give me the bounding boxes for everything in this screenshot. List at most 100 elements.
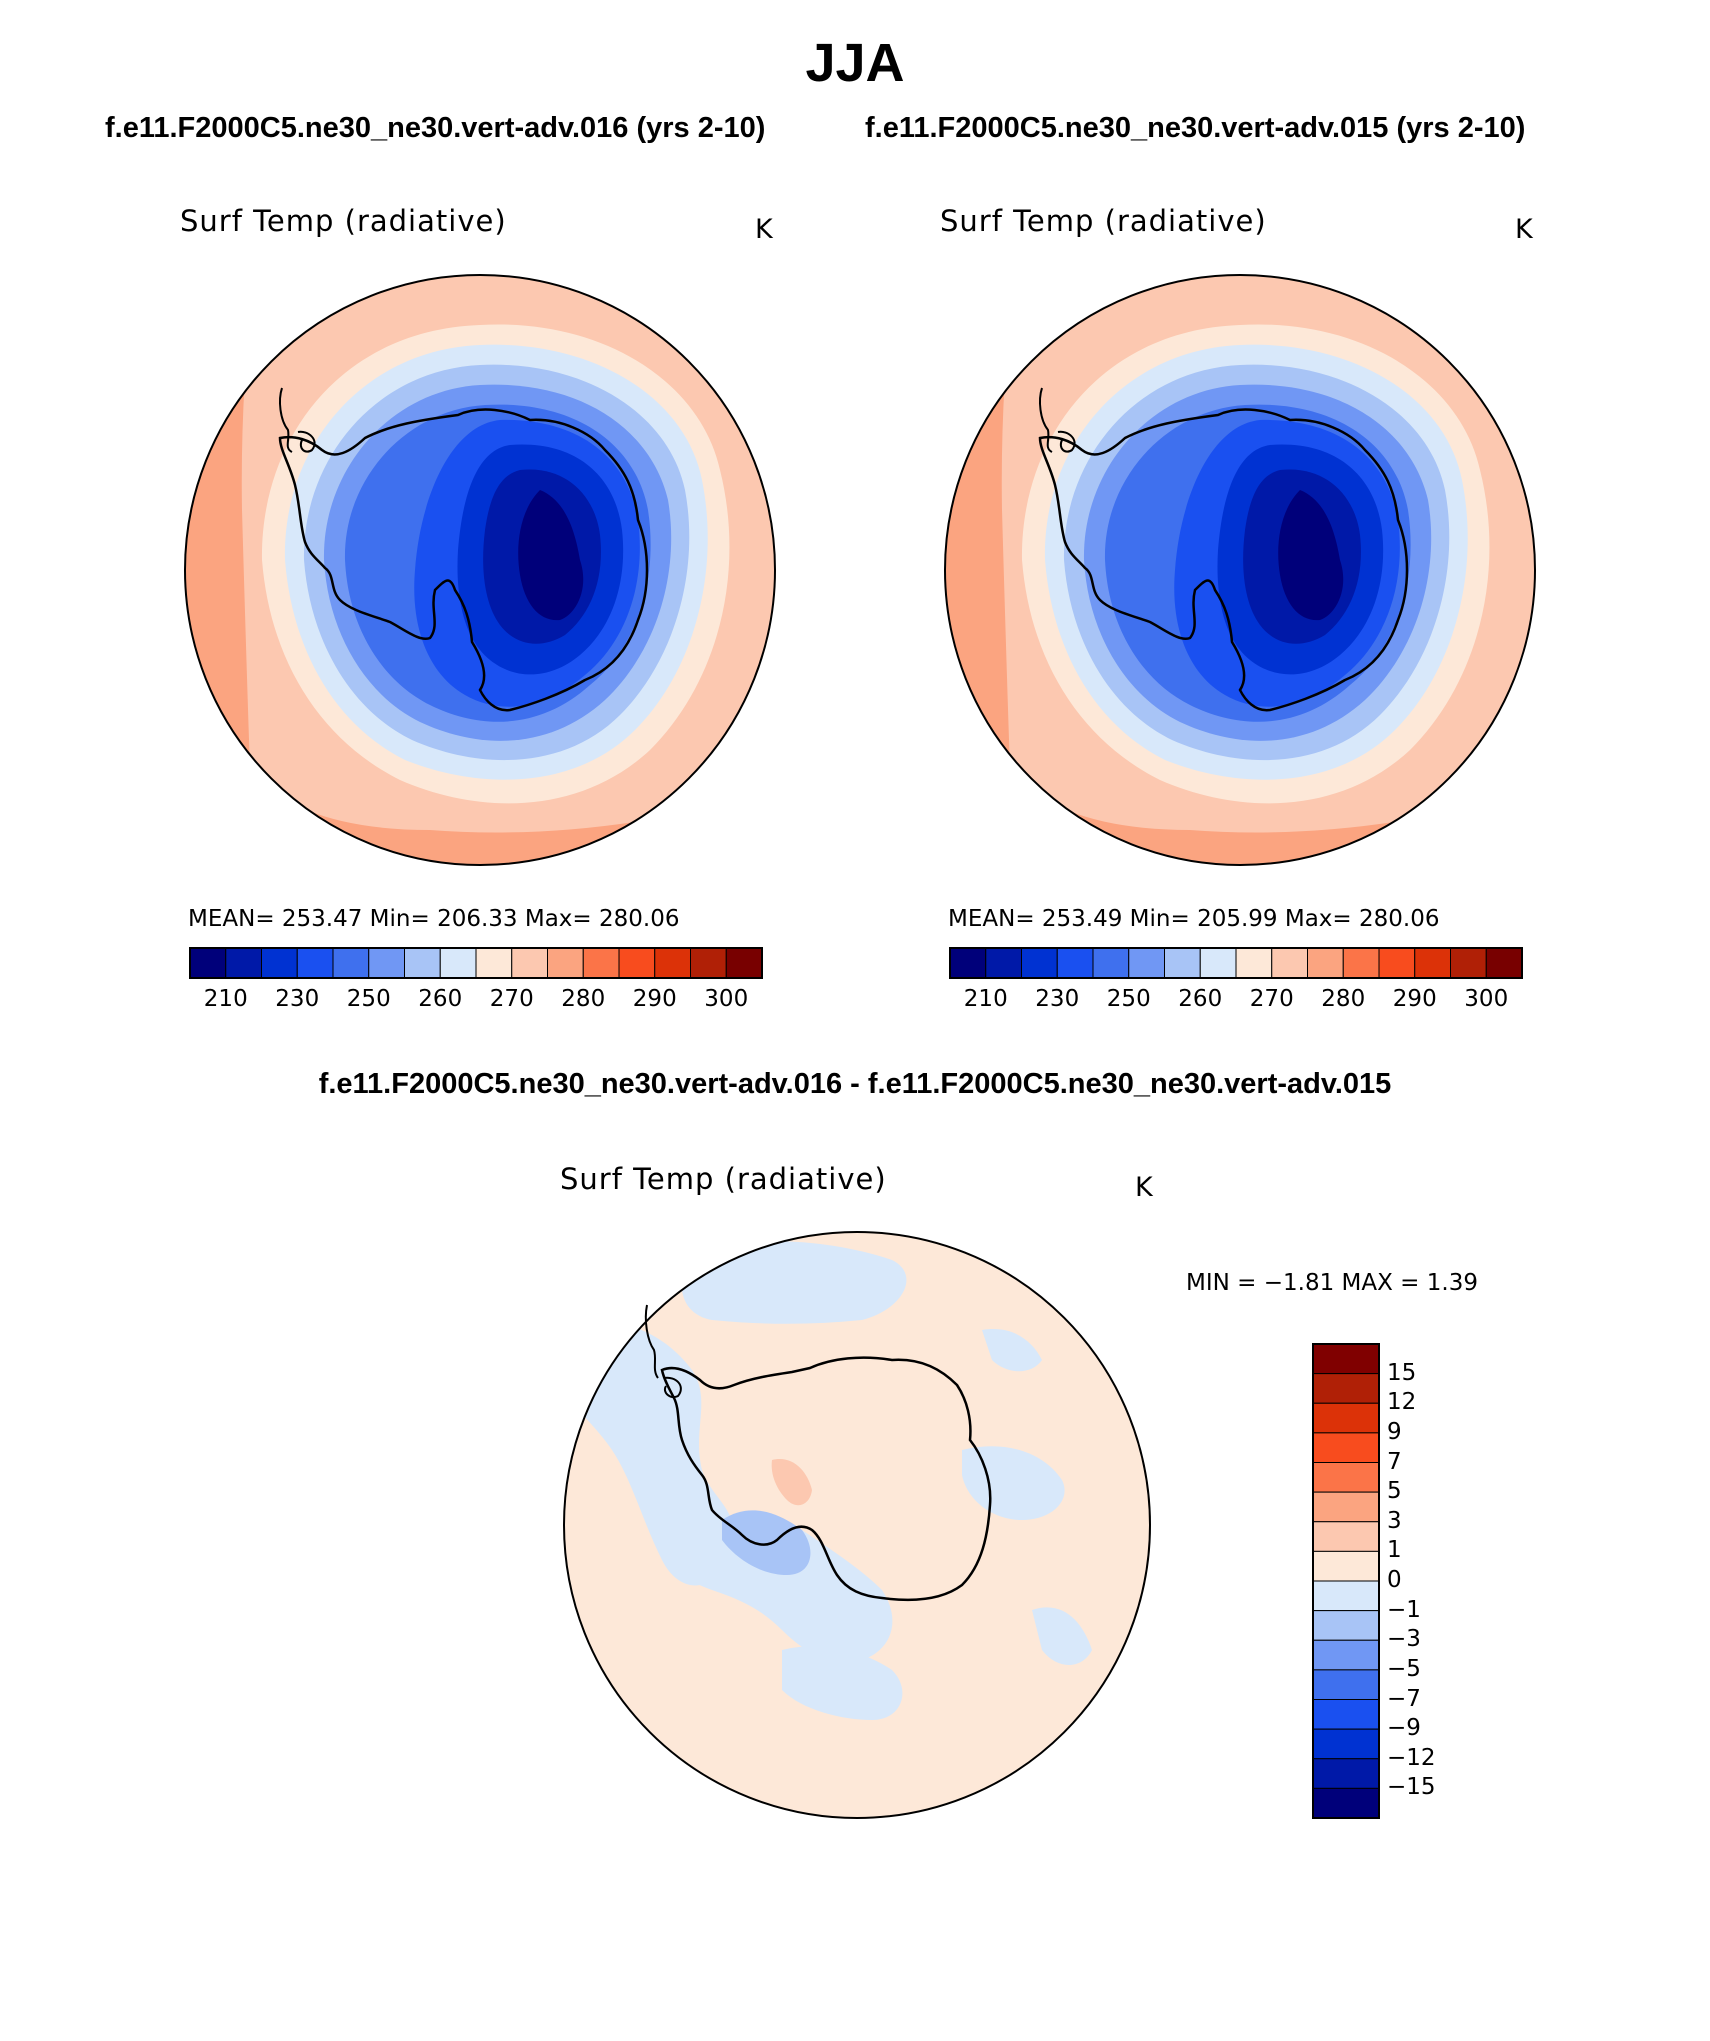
colorbar-box (1092, 947, 1130, 979)
right-polar-map (944, 274, 1536, 866)
diff-map-boundary (563, 1231, 1151, 1819)
diff-colorbar-box (1312, 1462, 1380, 1493)
map-boundary (184, 274, 776, 866)
diff-colorbar-tick-label: −12 (1387, 1744, 1436, 1771)
diff-colorbar-box (1312, 1758, 1380, 1789)
diff-colorbar-tick-label: 9 (1387, 1418, 1402, 1445)
diff-antarctic-peninsula (644, 1304, 659, 1379)
colorbar-box (1342, 947, 1380, 979)
colorbar-box (1307, 947, 1344, 979)
diff-antarctica-coastline (660, 1356, 992, 1602)
diff-neg-patch-north (681, 1241, 907, 1324)
diff-colorbar-box (1312, 1343, 1380, 1375)
diff-colorbar-box (1312, 1787, 1380, 1819)
diff-colorbar-tick-label: −7 (1387, 1685, 1421, 1712)
colorbar-outline (189, 947, 763, 979)
colorbar-box (332, 947, 370, 979)
colorbar-box (439, 947, 477, 979)
colorbar-box (618, 947, 656, 979)
diff-colorbar-box (1312, 1699, 1380, 1730)
colorbar-box (1056, 947, 1094, 979)
diff-peninsula-island (663, 1376, 682, 1398)
colorbar-box (1450, 947, 1487, 979)
right-variable-label: Surf Temp (radiative) (940, 204, 1267, 238)
diff-colorbar-outline (1312, 1343, 1380, 1819)
colorbar-box (985, 947, 1022, 979)
colorbar-tick-label: 250 (1106, 986, 1151, 1012)
diff-variable-label: Surf Temp (radiative) (560, 1162, 887, 1196)
antarctica-coastline (278, 408, 649, 712)
left-polar-map (184, 274, 776, 866)
case-title-right: f.e11.F2000C5.ne30_ne30.vert-adv.015 (yr… (865, 112, 1526, 144)
colorbar-tick-label: 290 (632, 986, 677, 1012)
diff-colorbar-tick-label: 0 (1387, 1567, 1402, 1593)
main-title: JJA (805, 33, 905, 93)
diff-colorbar-box (1312, 1521, 1380, 1552)
diff-colorbar-tick-label: 1 (1387, 1537, 1402, 1564)
colorbar-box (1271, 947, 1308, 979)
colorbar-box (1378, 947, 1416, 979)
diff-colorbar-tick-label: 7 (1387, 1448, 1402, 1475)
diff-units-label: K (1135, 1172, 1153, 1203)
diff-colorbar-tick-label: −9 (1387, 1715, 1421, 1742)
difference-title: f.e11.F2000C5.ne30_ne30.vert-adv.016 - f… (318, 1068, 1392, 1100)
colorbar-box (1128, 947, 1165, 979)
right-units-label: K (1515, 214, 1533, 245)
diff-neg-patch-west (564, 1322, 734, 1586)
diff-neg-patch-southwest (673, 1518, 893, 1663)
colorbar-tick-label: 260 (418, 986, 463, 1012)
diff-colorbar-box (1312, 1402, 1380, 1434)
colorbar-tick-label: 270 (1249, 986, 1294, 1012)
right-colorbar (949, 947, 1523, 979)
colorbar-tick-label: 300 (704, 986, 749, 1012)
right-stats: MEAN= 253.49 Min= 205.99 Max= 280.06 (948, 906, 1440, 932)
colorbar-tick-label: 300 (1464, 986, 1509, 1012)
colorbar-tick-label: 210 (963, 986, 1008, 1012)
diff-neg-3-patch (722, 1510, 811, 1575)
diff-colorbar-box (1312, 1669, 1380, 1700)
colorbar-tick-label: 250 (346, 986, 391, 1012)
diff-colorbar-tick-label: 15 (1387, 1359, 1417, 1386)
contour-205 (518, 490, 584, 621)
peninsula-island (297, 430, 316, 453)
colorbar-box (404, 947, 441, 979)
colorbar-tick-label: 280 (561, 986, 606, 1012)
diff-colorbar-tick-label: −1 (1387, 1596, 1421, 1623)
colorbar-tick-label: 280 (1321, 986, 1366, 1012)
diff-colorbar-tick-label: −15 (1387, 1774, 1436, 1801)
diff-colorbar-box (1312, 1491, 1380, 1523)
diff-neg-patch-east (962, 1446, 1065, 1520)
colorbar-box (725, 947, 763, 979)
colorbar-box (1414, 947, 1451, 979)
colorbar-box (511, 947, 548, 979)
colorbar-box (690, 947, 727, 979)
colorbar-box (1235, 947, 1273, 979)
diff-colorbar-box (1312, 1610, 1380, 1641)
diff-neg-patch-southeast (1032, 1607, 1092, 1665)
left-variable-label: Surf Temp (radiative) (180, 204, 507, 238)
colorbar-box (949, 947, 987, 979)
diff-neg-patch-northeast (982, 1329, 1042, 1372)
colorbar-tick-label: 210 (203, 986, 248, 1012)
diff-pos-1-patch (771, 1459, 812, 1506)
diff-colorbar-box (1312, 1373, 1380, 1404)
diff-colorbar (1312, 1343, 1380, 1819)
colorbar-box (1485, 947, 1523, 979)
colorbar-tick-label: 270 (489, 986, 534, 1012)
antarctic-peninsula (279, 387, 293, 453)
left-colorbar (189, 947, 763, 979)
case-title-left: f.e11.F2000C5.ne30_ne30.vert-adv.016 (yr… (105, 112, 766, 144)
colorbar-box (225, 947, 262, 979)
colorbar-tick-label: 290 (1392, 986, 1437, 1012)
diff-colorbar-tick-label: 3 (1387, 1507, 1402, 1534)
colorbar-tick-label: 230 (1035, 986, 1080, 1012)
diff-colorbar-tick-label: −5 (1387, 1655, 1421, 1682)
diff-colorbar-box (1312, 1580, 1380, 1612)
left-units-label: K (755, 214, 773, 245)
diff-colorbar-tick-label: −3 (1387, 1626, 1421, 1653)
diff-colorbar-box (1312, 1728, 1380, 1760)
left-stats: MEAN= 253.47 Min= 206.33 Max= 280.06 (188, 906, 680, 932)
diff-colorbar-tick-label: 5 (1387, 1478, 1402, 1505)
diff-neg-patch-south (782, 1646, 903, 1720)
colorbar-box (582, 947, 620, 979)
